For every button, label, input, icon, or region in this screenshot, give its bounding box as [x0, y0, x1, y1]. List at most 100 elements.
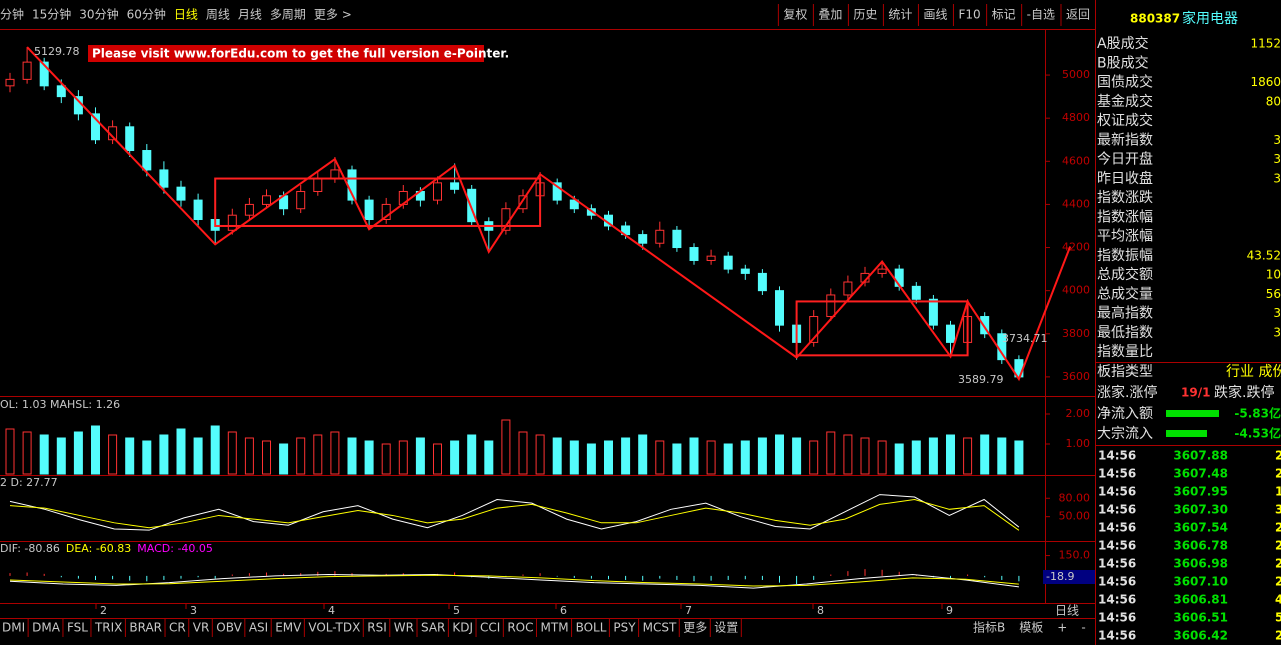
indicator-tab[interactable]: FSL: [67, 621, 88, 635]
indicator-tab[interactable]: 更多: [683, 621, 707, 635]
stat-label: 指数涨幅: [1097, 209, 1153, 225]
period-button[interactable]: 分钟: [0, 7, 24, 22]
tick-price: 3606.51: [1173, 611, 1228, 625]
tick-price: 3606.98: [1173, 557, 1228, 571]
indicator-tab[interactable]: ASI: [249, 621, 268, 635]
d-line: [9, 498, 1020, 531]
tick-time: 14:56: [1098, 521, 1136, 535]
indicator-tab[interactable]: BOLL: [576, 621, 607, 635]
y-tick-label: 80.00: [1059, 491, 1091, 504]
volume-bar: [826, 431, 836, 475]
indicator-tab[interactable]: OBV: [216, 621, 242, 635]
tab-button[interactable]: +: [1057, 621, 1067, 635]
period-button[interactable]: 60分钟: [127, 7, 166, 22]
toolbar-button[interactable]: 复权: [783, 8, 807, 22]
marker-label: -18.9: [1046, 570, 1074, 583]
toolbar-button[interactable]: F10: [958, 8, 980, 22]
volume-bar: [655, 440, 665, 475]
indicator-tab[interactable]: MTM: [541, 621, 569, 635]
stat-label: 国债成交: [1097, 74, 1153, 91]
candle-body: [296, 190, 306, 210]
indicator-tab[interactable]: ROC: [507, 621, 533, 635]
indicator-tab[interactable]: TRIX: [94, 621, 122, 635]
stat-label: 最低指数: [1097, 325, 1153, 341]
indicator-tab[interactable]: EMV: [275, 621, 302, 635]
indicator-tab[interactable]: WR: [394, 621, 414, 635]
tick-time: 14:56: [1098, 629, 1136, 643]
volume-bar: [381, 443, 391, 475]
candle-body: [313, 178, 323, 192]
candle-body: [552, 182, 562, 201]
stat-value: 1860: [1250, 75, 1281, 89]
indicator-tab[interactable]: KDJ: [452, 621, 473, 635]
toolbar-button[interactable]: 返回: [1066, 8, 1090, 22]
candle-body: [39, 61, 49, 87]
indicator-tab[interactable]: VOL-TDX: [308, 621, 360, 635]
period-button[interactable]: 15分钟: [32, 7, 71, 22]
legend: MACD: -40.05: [137, 542, 213, 555]
period-button[interactable]: 日线: [174, 8, 198, 22]
indicator-tab[interactable]: PSY: [613, 621, 636, 635]
volume-bar: [723, 443, 733, 475]
x-tick-label: 9: [946, 604, 953, 617]
volume-bar: [347, 437, 357, 475]
candle-body: [638, 234, 648, 244]
indicator-tab[interactable]: DMI: [2, 621, 25, 635]
volume-bar: [877, 440, 887, 475]
tick-volume: 2: [1275, 557, 1281, 571]
stat-label: 权证成交: [1097, 112, 1153, 129]
candle-body: [518, 195, 528, 210]
flow-value: -5.83亿: [1234, 406, 1281, 421]
toolbar-button[interactable]: 标记: [992, 8, 1016, 22]
tab-button[interactable]: 模板: [1019, 621, 1043, 635]
indicator-tab[interactable]: BRAR: [129, 621, 162, 635]
tick-price: 3607.88: [1173, 449, 1228, 463]
volume-bar: [963, 437, 973, 475]
period-button[interactable]: 多周期: [270, 8, 306, 22]
toolbar-button[interactable]: -自选: [1027, 8, 1055, 22]
period-button[interactable]: 更多 >: [314, 8, 352, 22]
indicator-tab[interactable]: CR: [169, 621, 186, 635]
y-tick-label: 3600: [1062, 370, 1090, 383]
volume-bar: [22, 431, 32, 475]
candle-body: [244, 203, 254, 216]
tick-volume: 2: [1275, 521, 1281, 535]
indicator-tab[interactable]: 设置: [714, 621, 738, 635]
indicator-tab[interactable]: VR: [193, 621, 210, 635]
period-button[interactable]: 周线: [206, 8, 230, 22]
indicator-tab[interactable]: MCST: [643, 621, 677, 635]
tick-time: 14:56: [1098, 539, 1136, 553]
stat-label: 总成交量: [1097, 285, 1153, 302]
tab-button[interactable]: -: [1081, 621, 1085, 635]
stat-value: 3: [1273, 152, 1281, 166]
volume-bar: [262, 440, 271, 475]
toolbar-button[interactable]: 历史: [853, 8, 877, 22]
flow-bar: [1166, 410, 1219, 417]
stat-label: 基金成交: [1097, 93, 1153, 110]
tick-volume: 5: [1275, 611, 1281, 625]
indicator-tab[interactable]: SAR: [421, 621, 445, 635]
box-drawing: [795, 300, 969, 357]
toolbar-button[interactable]: 统计: [888, 8, 912, 22]
candle-body: [569, 199, 579, 210]
period-button[interactable]: 30分钟: [79, 7, 118, 22]
toolbar-button[interactable]: 叠加: [818, 8, 842, 22]
volume-bar: [467, 434, 477, 475]
volume-bar: [843, 434, 853, 475]
indicator-tab[interactable]: DMA: [32, 621, 61, 635]
candle-body: [193, 199, 203, 221]
tick-price: 3607.95: [1173, 485, 1228, 499]
indicator-tab[interactable]: RSI: [367, 621, 387, 635]
tab-button[interactable]: 指标B: [973, 620, 1005, 635]
candle-body: [433, 182, 442, 201]
period-button[interactable]: 月线: [238, 8, 262, 22]
volume-bar: [108, 434, 118, 475]
candle-body: [91, 113, 100, 141]
toolbar-button[interactable]: 画线: [923, 8, 947, 22]
tick-volume: 2: [1275, 467, 1281, 481]
volume-bar: [5, 428, 15, 475]
tick-volume: 3: [1275, 503, 1281, 517]
indicator-tab[interactable]: CCI: [480, 621, 500, 635]
stat-value: 43.52: [1247, 248, 1281, 262]
